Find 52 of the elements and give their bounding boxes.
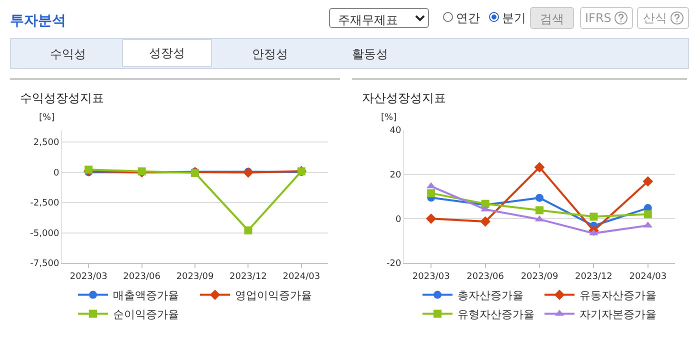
point [427, 189, 436, 198]
text: 연간 [456, 11, 480, 25]
point [536, 194, 544, 202]
legend-label: 매출액증가율 [113, 289, 179, 302]
point [84, 166, 93, 174]
point [536, 206, 544, 214]
text: IFRS [585, 11, 612, 25]
point [534, 162, 545, 172]
point [642, 176, 654, 187]
point [644, 210, 652, 218]
legend-label: 순이익증가율 [113, 308, 179, 322]
legend-label: 유형자산증가율 [458, 308, 534, 322]
text: 산식 [643, 11, 667, 25]
y-tick-label: 40 [390, 126, 402, 136]
x-tick-label: 2023/06 [466, 272, 504, 282]
chart-title: 자산성장성지표 [362, 90, 446, 107]
y-tick-label: 20 [390, 170, 402, 180]
x-tick-label: 2023/12 [230, 272, 267, 282]
text: 활동성 [352, 47, 388, 61]
x-tick-label: 2023/09 [520, 272, 558, 282]
x-tick-label: 2024/03 [282, 272, 320, 282]
x-tick-label: 2023/06 [123, 272, 161, 282]
text: 수익성 [50, 47, 86, 61]
y-tick-label: 0 [395, 214, 402, 225]
y-axis-title: [%] [381, 113, 397, 123]
text: 투자분석 [10, 12, 66, 30]
legend-label: 영업이익증가율 [235, 289, 312, 302]
y-tick-label: -2,500 [30, 198, 60, 209]
y-tick-label: -7,500 [30, 259, 60, 270]
y-tick-label: -20 [386, 259, 402, 270]
point [590, 212, 598, 221]
point [480, 216, 490, 227]
text: 주재무제표 [338, 13, 398, 27]
legend-label: 총자산증가율 [458, 289, 524, 302]
text: 성장성 [149, 46, 185, 60]
point [244, 226, 252, 234]
x-tick-label: 2023/12 [575, 272, 612, 282]
text: 분기 [502, 11, 526, 25]
y-tick-label: 0 [53, 168, 60, 178]
x-tick-label: 2024/03 [629, 272, 667, 282]
y-tick-label: -5,000 [30, 228, 60, 239]
legend-label: 유동자산증가율 [580, 289, 656, 302]
point [426, 213, 436, 224]
x-tick-label: 2023/03 [412, 272, 450, 282]
text: 검색 [540, 12, 564, 26]
x-tick-label: 2023/03 [70, 272, 108, 282]
y-tick-label: 2,500 [33, 138, 60, 148]
chart-title: 수익성장성지표 [20, 90, 104, 107]
y-axis-title: [%] [39, 113, 55, 123]
x-tick-label: 2023/09 [176, 272, 214, 282]
text: 안정성 [252, 47, 288, 61]
legend-label: 자기자본증가율 [580, 308, 656, 322]
